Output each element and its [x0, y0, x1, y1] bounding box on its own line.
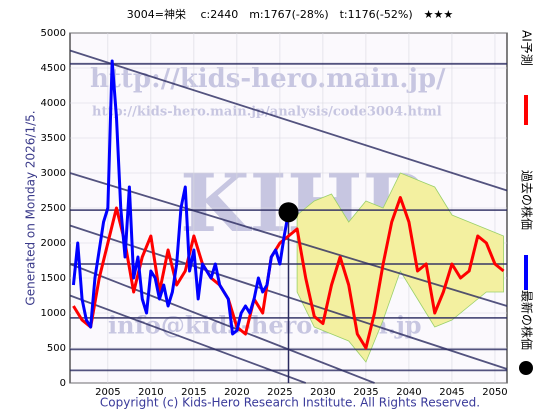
series-line	[72, 196, 505, 350]
x-tick-label: 2030	[310, 387, 335, 398]
chart-title: 3004=神栄 c:2440 m:1767(-28%) t:1176(-52%)…	[127, 7, 454, 21]
y-tick-label: 500	[47, 343, 66, 354]
watermark: http://kids-hero.main.jp/	[90, 64, 446, 94]
watermark: http://kids-hero.main.jp/analysis/code30…	[92, 105, 442, 120]
trend-line	[69, 294, 307, 384]
y-tick-label: 2500	[41, 203, 66, 214]
y-tick-label: 2000	[41, 238, 66, 249]
series-line	[71, 59, 290, 336]
side-label: Generated on Monday 2026/1/5.	[24, 110, 38, 305]
x-tick-label: 2025	[267, 387, 292, 398]
legend-label: AI予測	[520, 30, 534, 66]
y-tick-label: 4000	[41, 98, 66, 109]
x-tick-label: 2010	[138, 387, 163, 398]
forecast-band	[296, 172, 504, 363]
x-tick-label: 2035	[353, 387, 378, 398]
y-tick-label: 1000	[41, 308, 66, 319]
legend-swatch	[519, 361, 533, 375]
x-tick-label: 2040	[396, 387, 421, 398]
trend-line	[69, 49, 508, 192]
y-tick-label: 3500	[41, 133, 66, 144]
latest-point	[278, 202, 299, 223]
x-tick-label: 2045	[439, 387, 464, 398]
y-tick-label: 5000	[41, 28, 66, 39]
x-tick-label: 2015	[181, 387, 206, 398]
legend-label: 最新の株価	[520, 290, 535, 350]
y-tick-label: 3000	[41, 168, 66, 179]
y-tick-label: 0	[60, 378, 66, 389]
trend-line	[69, 263, 375, 384]
legend-label: 過去の株価	[520, 170, 535, 230]
x-tick-label: 2005	[95, 387, 120, 398]
y-tick-label: 4500	[41, 63, 66, 74]
footer: Copyright (c) Kids-Hero Research Institu…	[100, 396, 480, 410]
x-tick-label: 2020	[224, 387, 249, 398]
x-tick-label: 2050	[482, 387, 507, 398]
y-tick-label: 1500	[41, 273, 66, 284]
